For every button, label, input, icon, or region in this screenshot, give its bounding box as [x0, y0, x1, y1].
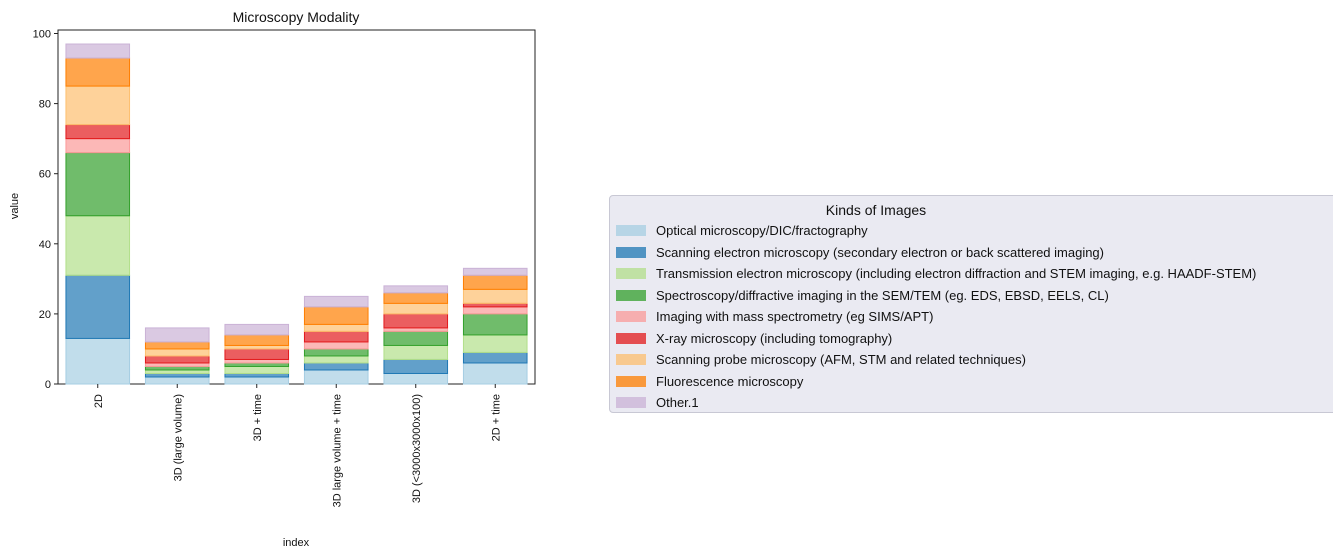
bar-segment	[462, 313, 528, 336]
bar-segment	[65, 43, 131, 59]
bar-segment	[462, 334, 528, 353]
legend-swatch	[616, 332, 646, 344]
x-tick-label: 2D	[93, 394, 105, 408]
chart-title: Microscopy Modality	[233, 9, 360, 25]
bar-segment	[144, 348, 210, 357]
legend-label: Other.1	[656, 395, 699, 410]
bar-segment	[462, 306, 528, 315]
y-tick-label: 0	[45, 379, 51, 391]
plot-area	[57, 29, 536, 385]
bar-segment	[224, 323, 290, 336]
bar-segment	[65, 85, 131, 126]
bar-segment	[224, 358, 290, 364]
x-tick-label: 2D + time	[490, 394, 502, 441]
bar-segment	[303, 330, 369, 343]
bar-segment	[144, 369, 210, 374]
bar-segment	[144, 365, 210, 371]
bar-segment	[303, 348, 369, 357]
bar-segment	[65, 215, 131, 276]
legend-swatch	[616, 268, 646, 279]
bar-segment	[144, 372, 210, 378]
x-tick-label: 3D large volume + time	[331, 394, 343, 507]
bar-segment	[65, 152, 131, 217]
bar-segment	[383, 372, 449, 385]
legend-label: Spectroscopy/diffractive imaging in the …	[656, 287, 1109, 303]
bar-segment	[65, 124, 131, 140]
bar-segment	[65, 57, 131, 87]
legend-label: Transmission electron microscopy (includ…	[656, 266, 1257, 281]
legend-label: Fluorescence microscopy	[656, 373, 804, 389]
x-axis-label: index	[283, 537, 310, 549]
legend-label: X-ray microscopy (including tomography)	[656, 330, 893, 346]
bar-segment	[303, 362, 369, 371]
bar-segment	[383, 285, 449, 294]
bar-segment	[224, 344, 290, 350]
bar-segment	[144, 362, 210, 367]
bar-segment	[224, 365, 290, 374]
legend-swatch	[616, 246, 646, 258]
bar-segment	[303, 306, 369, 325]
y-tick-label: 80	[39, 99, 51, 111]
x-tick-label: 3D + time	[252, 394, 264, 441]
x-tick-label: 3D (large volume)	[172, 394, 184, 481]
bar-segment	[224, 376, 290, 385]
bar-segment	[383, 313, 449, 329]
bar-segment	[383, 292, 449, 304]
legend-swatch	[616, 225, 646, 236]
bar-segment	[383, 358, 449, 374]
y-axis-label: value	[9, 193, 21, 219]
legend-swatch	[616, 311, 646, 322]
bar-segment	[303, 341, 369, 350]
legend-swatch	[616, 397, 646, 408]
bar-segment	[383, 327, 449, 332]
legend-label: Optical microscopy/DIC/fractography	[656, 223, 868, 238]
bar-segment	[224, 362, 290, 367]
bar-segment	[383, 302, 449, 315]
legend: Kinds of Images Optical microscopy/DIC/f…	[609, 195, 1333, 413]
y-tick-label: 60	[39, 169, 51, 181]
y-tick-label: 100	[33, 29, 51, 41]
bar-segment	[462, 362, 528, 385]
bar-segment	[144, 341, 210, 350]
bar-segment	[462, 274, 528, 290]
y-tick-label: 40	[39, 239, 51, 251]
bar-segment	[383, 344, 449, 360]
legend-label: Imaging with mass spectrometry (eg SIMS/…	[656, 309, 934, 324]
bar-segment	[303, 355, 369, 364]
bar-segment	[462, 351, 528, 364]
legend-swatch	[616, 354, 646, 365]
legend-label: Scanning probe microscopy (AFM, STM and …	[656, 352, 1026, 367]
bar-segment	[65, 138, 131, 154]
legend-swatch	[616, 289, 646, 301]
bar-segment	[303, 369, 369, 385]
bar-segment	[303, 323, 369, 332]
bar-segment	[224, 372, 290, 378]
bar-segment	[224, 334, 290, 346]
bar-segment	[144, 327, 210, 343]
x-tick-label: 3D (<3000x3000x100)	[411, 394, 423, 503]
legend-swatch	[616, 375, 646, 387]
bar-segment	[462, 302, 528, 308]
bar-segment	[462, 288, 528, 304]
bar-segment	[65, 274, 131, 339]
bar-segment	[462, 267, 528, 276]
bar-segment	[65, 337, 131, 385]
legend-label: Scanning electron microscopy (secondary …	[656, 244, 1104, 260]
bar-segment	[144, 355, 210, 364]
bar-segment	[144, 376, 210, 385]
bar-segment	[224, 348, 290, 360]
bar-segment	[383, 330, 449, 346]
legend-title: Kinds of Images	[825, 202, 927, 218]
bar-segment	[303, 295, 369, 308]
y-tick-label: 20	[39, 309, 51, 321]
